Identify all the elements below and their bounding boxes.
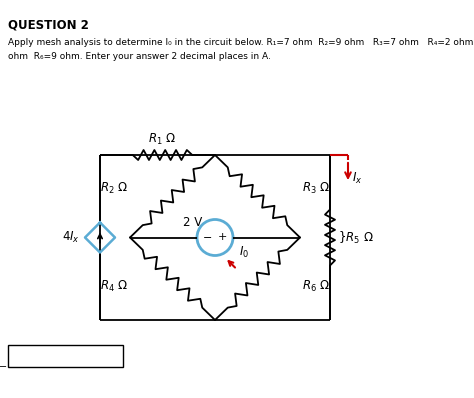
Text: $R_2\ \Omega$: $R_2\ \Omega$ [100,181,128,196]
Text: $I_0$: $I_0$ [239,244,249,259]
Text: $4I_x$: $4I_x$ [62,230,80,245]
Text: +: + [217,232,227,242]
Text: 2 V: 2 V [183,217,202,230]
Text: −: − [203,232,213,242]
Text: ohm  R₆=9 ohm. Enter your answer 2 decimal places in A.: ohm R₆=9 ohm. Enter your answer 2 decima… [8,52,271,61]
Text: $R_1\ \Omega$: $R_1\ \Omega$ [148,132,177,147]
Text: $R_4\ \Omega$: $R_4\ \Omega$ [100,279,128,294]
Text: $I_x$: $I_x$ [352,170,363,185]
Text: $R_6\ \Omega$: $R_6\ \Omega$ [302,279,330,294]
Text: −: − [0,362,7,372]
FancyBboxPatch shape [8,345,123,367]
Text: QUESTION 2: QUESTION 2 [8,18,89,31]
Text: $R_3\ \Omega$: $R_3\ \Omega$ [302,181,330,196]
Text: Apply mesh analysis to determine I₀ in the circuit below. R₁=7 ohm  R₂=9 ohm   R: Apply mesh analysis to determine I₀ in t… [8,38,474,47]
Text: $\}R_5\ \Omega$: $\}R_5\ \Omega$ [338,230,374,246]
